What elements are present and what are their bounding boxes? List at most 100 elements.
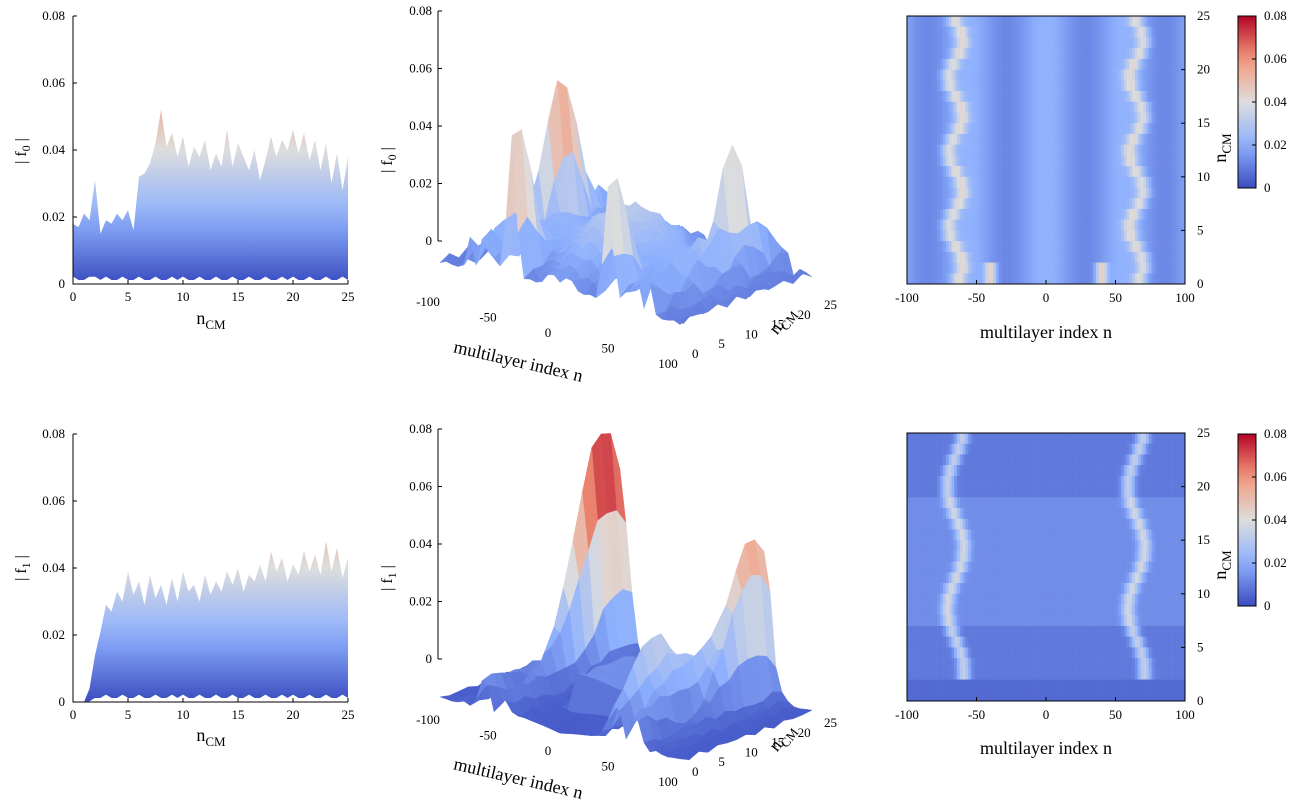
heatmap-cell (918, 176, 922, 188)
heatmap-cell (943, 144, 947, 156)
heatmap-cell (934, 550, 938, 562)
heatmap-cell (1065, 230, 1069, 242)
heatmap-cell (923, 443, 927, 455)
heatmap-cell (1071, 133, 1075, 145)
heatmap-cell (1134, 176, 1139, 188)
heatmap-cell (998, 550, 1002, 562)
heatmap-cell (990, 486, 994, 498)
heatmap-cell (1129, 486, 1133, 498)
heatmap-cell (1123, 101, 1127, 113)
heatmap-cell (1115, 219, 1119, 231)
heatmap-cell (1001, 454, 1005, 466)
heatmap-cell (1026, 241, 1030, 253)
heatmap-cell (1087, 176, 1091, 188)
heatmap-cell (1109, 443, 1114, 455)
heatmap-cell (968, 144, 972, 156)
heatmap-cell (970, 155, 975, 167)
heatmap-cell (1059, 208, 1063, 220)
heatmap-cell (1098, 508, 1102, 520)
heatmap-cell (1084, 262, 1088, 274)
heatmap-cell (948, 176, 952, 188)
heatmap-cell (1115, 69, 1119, 81)
heatmap-cell (1146, 91, 1150, 103)
heatmap-cell (959, 433, 963, 445)
heatmap-cell (957, 48, 961, 60)
heatmap-cell (1118, 540, 1122, 552)
heatmap-cell (1034, 540, 1038, 552)
heatmap-cell (987, 37, 991, 49)
x-tick-label: 100 (658, 774, 678, 789)
heatmap-cell (937, 144, 941, 156)
heatmap-cell (1046, 230, 1050, 242)
heatmap-cell (912, 155, 916, 167)
heatmap-cell (1018, 454, 1022, 466)
heatmap-cell (1009, 48, 1013, 60)
heatmap-cell (948, 540, 952, 552)
heatmap-cell (1171, 58, 1175, 70)
heatmap-cell (1076, 508, 1080, 520)
heatmap-cell (1046, 166, 1050, 178)
heatmap-cell (1048, 497, 1052, 509)
heatmap-cell (934, 91, 938, 103)
heatmap-cell (1112, 550, 1116, 562)
heatmap-cell (990, 540, 994, 552)
heatmap-cell (1043, 433, 1047, 445)
heatmap-cell (1068, 91, 1072, 103)
heatmap-cell (1173, 176, 1177, 188)
heatmap-cell (1093, 433, 1097, 445)
heatmap-cell (987, 508, 991, 520)
heatmap-cell (1098, 540, 1102, 552)
heatmap-cell (1048, 37, 1052, 49)
heatmap-cell (1032, 219, 1036, 231)
heatmap-cell (1087, 155, 1091, 167)
heatmap-cell (1059, 123, 1063, 135)
heatmap-cell (968, 166, 972, 178)
heatmap-cell (1162, 16, 1166, 28)
heatmap-cell (1112, 540, 1116, 552)
heatmap-cell (1020, 219, 1025, 231)
heatmap-cell (909, 443, 913, 455)
heatmap-cell (1034, 58, 1038, 70)
heatmap-cell (1151, 550, 1155, 562)
heatmap-cell (948, 155, 952, 167)
heatmap-cell (1115, 475, 1119, 487)
heatmap-cell (1101, 230, 1105, 242)
heatmap-cell (920, 540, 924, 552)
heatmap-cell (1065, 486, 1069, 498)
heatmap-cell (1079, 475, 1083, 487)
heatmap-cell (1032, 69, 1036, 81)
heatmap-cell (990, 155, 994, 167)
heatmap-cell (1121, 550, 1125, 562)
heatmap-cell (1048, 486, 1052, 498)
heatmap-cell (1115, 91, 1119, 103)
heatmap-cell (957, 112, 961, 124)
heatmap-cell (1132, 508, 1136, 520)
heatmap-cell (1154, 69, 1158, 81)
heatmap-cell (915, 518, 919, 530)
heatmap-cell (990, 58, 994, 70)
heatmap-cell (1096, 443, 1100, 455)
heatmap-cell (1137, 550, 1141, 562)
heatmap-cell (926, 273, 930, 285)
heatmap-cell (1159, 529, 1164, 541)
heatmap-cell (1179, 443, 1183, 455)
heatmap-cell (1101, 433, 1105, 445)
heatmap-cell (1079, 540, 1083, 552)
heatmap-cell (1151, 475, 1155, 487)
heatmap-cell (1057, 454, 1061, 466)
heatmap-cell (987, 241, 991, 253)
heatmap-cell (909, 433, 913, 445)
heatmap-cell (1098, 69, 1102, 81)
heatmap-cell (1109, 37, 1114, 49)
heatmap-cell (918, 273, 922, 285)
heatmap-cell (1154, 80, 1158, 92)
heatmap-cell (993, 112, 997, 124)
heatmap-cell (1040, 208, 1044, 220)
heatmap-cell (907, 69, 911, 81)
heatmap-cell (929, 198, 933, 210)
heatmap-cell (920, 37, 924, 49)
heatmap-cell (912, 508, 916, 520)
heatmap-cell (1126, 497, 1130, 509)
